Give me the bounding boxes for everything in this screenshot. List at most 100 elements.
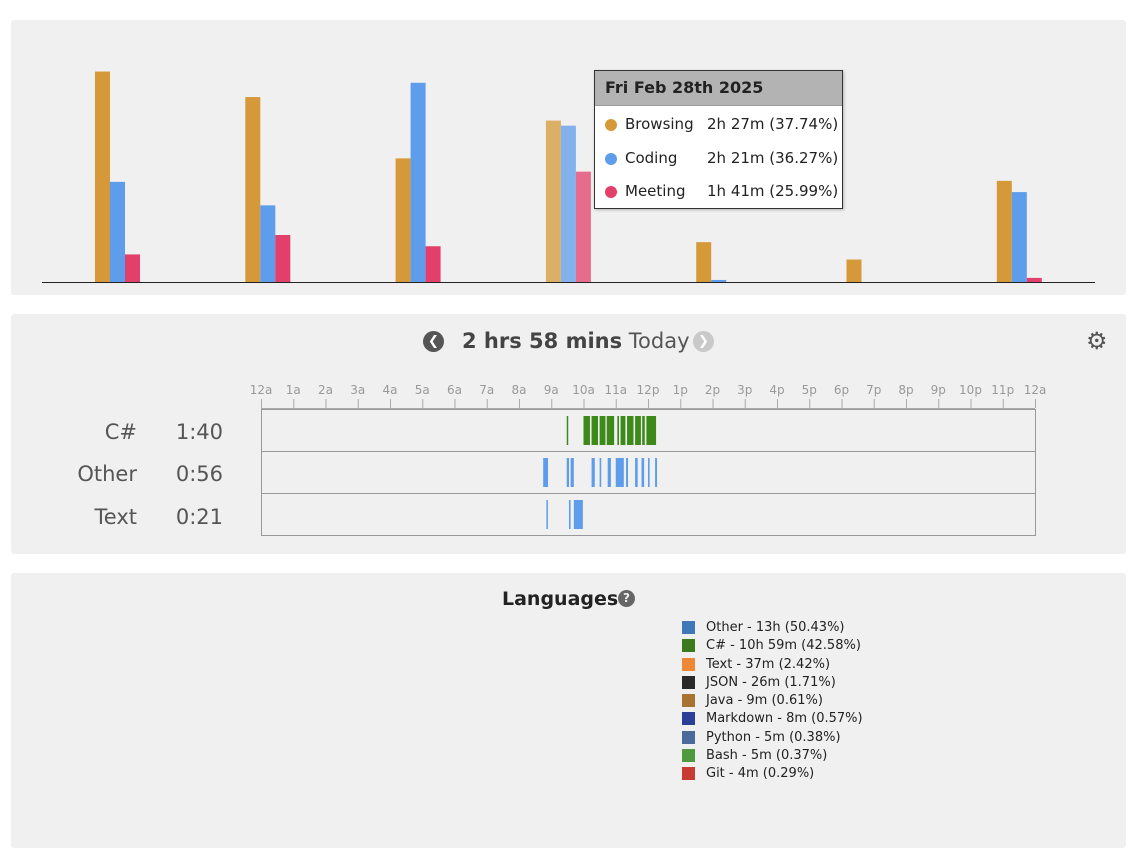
timeline-segment[interactable] (655, 458, 658, 487)
legend-swatch (682, 730, 695, 744)
hour-label: 12a (1024, 383, 1047, 397)
timeline-segment[interactable] (627, 416, 634, 445)
timeline-segment[interactable] (626, 458, 629, 487)
timeline-segment[interactable] (599, 458, 602, 487)
legend-swatch (682, 639, 695, 653)
languages-title: Languages (502, 588, 619, 610)
timeline-segment[interactable] (566, 416, 569, 445)
hour-label: 4a (383, 383, 398, 397)
timeline-segment[interactable] (573, 500, 583, 529)
timeline-segment[interactable] (591, 458, 595, 487)
hour-label: 4p (769, 383, 784, 397)
hour-label: 7p (866, 383, 881, 397)
hour-label: 8a (512, 383, 527, 397)
bar-coding-6[interactable] (1011, 192, 1027, 282)
bar-browsing-4[interactable] (696, 242, 712, 282)
timeline-segment[interactable] (570, 458, 574, 487)
hour-label: 5a (415, 383, 430, 397)
timeline-segment[interactable] (635, 416, 641, 445)
timeline-row-duration: 1:40 (175, 420, 223, 444)
question-circle-icon[interactable]: ? (618, 590, 635, 607)
legend-label: Java - 9m (0.61%) (706, 693, 823, 709)
timeline-row-name: C# (104, 420, 137, 444)
bar-meeting-1[interactable] (275, 235, 291, 282)
timeline-segment[interactable] (635, 458, 638, 487)
timeline-segment[interactable] (566, 458, 569, 487)
meeting-dot-icon (605, 186, 617, 198)
legend-swatch (682, 694, 695, 708)
bar-browsing-6[interactable] (996, 180, 1012, 282)
hour-label: 1a (286, 383, 301, 397)
legend-label: C# - 10h 59m (42.58%) (706, 638, 861, 654)
timeline-segment[interactable] (646, 416, 657, 445)
total-time-value: 2 hrs 58 mins (462, 329, 623, 353)
tooltip-value: 2h 21m (36.27%) (707, 149, 839, 167)
browsing-dot-icon (605, 119, 617, 131)
hour-label: 2a (318, 383, 333, 397)
chevron-right-icon[interactable]: ❯ (693, 331, 714, 352)
bar-coding-2[interactable] (410, 82, 426, 283)
legend-label: Git - 4m (0.29%) (706, 766, 815, 782)
bar-meeting-0[interactable] (125, 254, 140, 282)
tooltip-label: Meeting (625, 182, 686, 200)
bar-browsing-0[interactable] (95, 71, 110, 283)
chevron-left-icon[interactable]: ❮ (423, 331, 444, 352)
bar-coding-3[interactable] (560, 125, 576, 282)
legend-swatch (682, 749, 695, 763)
legend-label: Bash - 5m (0.37%) (706, 748, 828, 764)
bar-meeting-2[interactable] (425, 246, 441, 282)
timeline-row-name: Text (94, 505, 137, 529)
legend-label: Other - 13h (50.43%) (706, 620, 845, 635)
timeline-segment[interactable] (617, 416, 619, 445)
bar-coding-4[interactable] (711, 279, 727, 282)
bar-browsing-2[interactable] (395, 158, 411, 282)
hour-label: 3p (737, 383, 752, 397)
legend-swatch (682, 621, 695, 634)
bar-browsing-1[interactable] (245, 97, 261, 282)
legend-swatch (682, 767, 695, 781)
timeline-segment[interactable] (546, 500, 548, 529)
bar-meeting-3[interactable] (575, 171, 591, 282)
tooltip-row-coding: Coding 2h 21m (36.27%) (595, 148, 842, 170)
timeline-row-duration: 0:21 (175, 505, 223, 529)
timeline-segment[interactable] (642, 416, 645, 445)
gear-icon[interactable]: ⚙ (1086, 327, 1108, 355)
hour-label: 8p (898, 383, 913, 397)
timeline-segment[interactable] (568, 500, 571, 529)
bar-browsing-3[interactable] (545, 120, 561, 282)
hour-label: 7a (479, 383, 494, 397)
legend-label: JSON - 26m (1.71%) (706, 674, 836, 690)
hour-label: 10p (959, 383, 982, 397)
bar-coding-0[interactable] (110, 181, 125, 282)
timeline-row-duration: 0:56 (175, 462, 223, 486)
weekly-activity-chart (42, 71, 1095, 283)
timeline-segment[interactable] (606, 416, 615, 445)
hour-label: 9p (931, 383, 946, 397)
legend-label: Python - 5m (0.38%) (706, 729, 841, 745)
tooltip-row-meeting: Meeting 1h 41m (25.99%) (595, 181, 842, 203)
bar-coding-1[interactable] (260, 205, 276, 282)
timeline-segment[interactable] (620, 416, 626, 445)
timeline-segment[interactable] (615, 458, 624, 487)
coding-dot-icon (605, 153, 617, 165)
total-time: 2 hrs 58 mins Today (462, 329, 690, 353)
hour-label: 6a (447, 383, 462, 397)
hour-label: 12p (637, 383, 660, 397)
timeline-segment[interactable] (641, 458, 645, 487)
bar-meeting-6[interactable] (1026, 277, 1042, 282)
timeline-segment[interactable] (583, 416, 590, 445)
languages-panel (11, 573, 1126, 848)
timeline-row-track (261, 493, 1036, 536)
timeline-segment[interactable] (599, 416, 606, 445)
timeline-segment[interactable] (591, 416, 599, 445)
timeline-segment[interactable] (543, 458, 549, 487)
hour-label: 10a (572, 383, 595, 397)
legend-swatch (682, 657, 695, 671)
bar-browsing-5[interactable] (846, 259, 862, 282)
legend-label: Markdown - 8m (0.57%) (706, 711, 863, 727)
timeline-segment[interactable] (648, 458, 650, 487)
hour-label: 11a (604, 383, 627, 397)
tooltip-date: Fri Feb 28th 2025 (595, 71, 842, 106)
legend-swatch (682, 712, 695, 726)
timeline-segment[interactable] (607, 458, 611, 487)
